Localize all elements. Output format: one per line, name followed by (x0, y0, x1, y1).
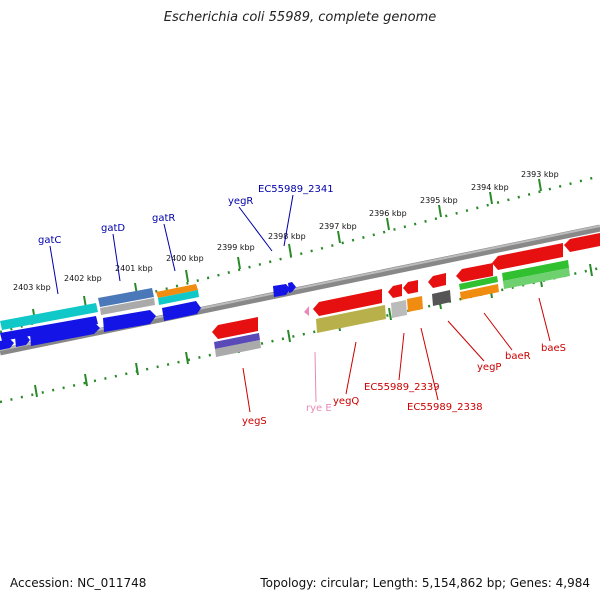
gene-arrow-icon[interactable] (428, 273, 446, 288)
gene-label-EC55989-2338: EC55989_2338 (407, 402, 483, 413)
gene-label-baeR: baeR (505, 351, 531, 362)
gene-label-ryeE: rye E (306, 403, 332, 414)
gene-arrow-icon[interactable] (288, 282, 296, 293)
map-title: Escherichia coli 55989, complete genome (163, 10, 437, 25)
gene-label-yegS: yegS (242, 416, 267, 427)
gene-label-gatD: gatD (101, 223, 125, 234)
gene-arrow-icon[interactable] (459, 276, 498, 290)
gene-arrow-icon[interactable] (407, 296, 423, 312)
gene-arrow-icon[interactable] (30, 322, 100, 346)
ruler-label: 2403 kbp (13, 283, 51, 292)
gene-arrow-icon[interactable] (460, 284, 499, 300)
gene-label-EC55989-2341: EC55989_2341 (258, 184, 334, 195)
gene-arrow-icon[interactable] (391, 300, 407, 318)
gene-arrow-icon[interactable] (103, 310, 156, 332)
gene-arrow-icon[interactable] (215, 340, 261, 357)
ruler-label: 2401 kbp (115, 264, 153, 273)
gene-arrow-icon[interactable] (316, 305, 386, 333)
gene-arrow-icon[interactable] (503, 268, 570, 289)
gene-arrow-icon[interactable] (214, 333, 260, 349)
ruler-label: 2395 kbp (420, 196, 458, 205)
gene-arrow-icon[interactable] (0, 316, 98, 341)
gene-label-gatR: gatR (152, 213, 175, 224)
gene-arrow-icon[interactable] (456, 263, 493, 282)
ruler-label: 2400 kbp (166, 254, 204, 263)
gene-arrow-icon[interactable] (98, 288, 154, 307)
gene-arrow-icon[interactable] (388, 284, 402, 298)
gene-arrow-icon[interactable] (158, 290, 199, 305)
gene-label-yegP: yegP (477, 362, 501, 373)
gene-arrow-icon[interactable] (403, 280, 418, 294)
gene-arrow-icon[interactable] (502, 260, 569, 281)
gene-arrow-icon[interactable] (313, 289, 382, 316)
gene-track-reverse (212, 233, 600, 357)
ruler-label: 2397 kbp (319, 222, 357, 231)
dna-backbone (0, 224, 600, 356)
gene-arrow-icon[interactable] (100, 298, 155, 315)
gene-arrow-icon[interactable] (564, 233, 600, 252)
gene-arrow-icon[interactable] (492, 243, 563, 270)
ruler-label: 2399 kbp (217, 243, 255, 252)
gene-arrow-icon[interactable] (162, 301, 201, 321)
ruler-label: 2393 kbp (521, 170, 559, 179)
gene-arrow-icon[interactable] (212, 317, 258, 339)
gene-label-baeS: baeS (541, 343, 566, 354)
ruler-label: 2394 kbp (471, 183, 509, 192)
gene-arrow-icon[interactable] (0, 339, 14, 350)
gene-label-gatC: gatC (38, 235, 61, 246)
gene-arrow-icon[interactable] (432, 290, 451, 306)
gene-arrow-icon[interactable] (156, 284, 198, 298)
gene-track-forward (0, 282, 296, 350)
gene-label-EC55989-2339: EC55989_2339 (364, 382, 440, 393)
gene-arrow-icon[interactable] (0, 303, 98, 330)
gene-arrow-icon[interactable] (273, 284, 290, 297)
gene-arrow-icon[interactable] (15, 335, 30, 347)
ruler-label: 2402 kbp (64, 274, 102, 283)
label-leaders (49, 194, 551, 413)
ruler-label: 2396 kbp (369, 209, 407, 218)
genome-stats-text: Topology: circular; Length: 5,154,862 bp… (260, 576, 590, 590)
accession-text: Accession: NC_011748 (10, 576, 147, 590)
gene-label-yegR: yegR (228, 196, 253, 207)
ruler-label: 2398 kbp (268, 232, 306, 241)
gene-arrow-icon[interactable] (304, 306, 309, 316)
gene-label-yegQ: yegQ (333, 396, 359, 407)
